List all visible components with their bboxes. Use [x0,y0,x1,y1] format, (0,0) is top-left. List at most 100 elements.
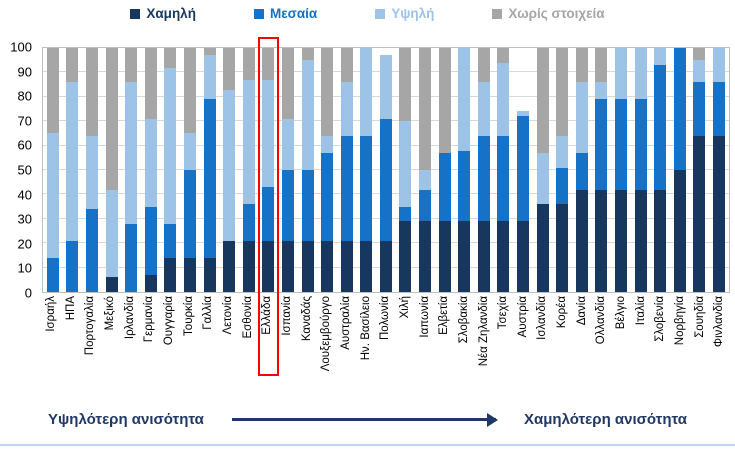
segment-Χωρίς στοιχεία [144,48,157,119]
bar-column-Αυστραλία [337,48,357,292]
stacked-bar [399,48,412,292]
stacked-bar [517,48,530,292]
segment-Υψηλή [575,82,588,153]
x-label-cell: Δανία [573,296,593,400]
x-label-Σλοβενία: Σλοβενία [654,296,667,342]
x-label-Καναδάς: Καναδάς [300,296,313,342]
x-label-Γαλλία: Γαλλία [202,296,215,330]
segment-Χαμηλή [183,257,196,292]
segment-Υψηλή [183,133,196,171]
y-tick-30: 30 [17,211,32,227]
segment-Υψηλή [203,55,216,100]
x-label-Τσεχία: Τσεχία [497,296,510,330]
x-label-Κορέα: Κορέα [556,296,569,329]
segment-Χαμηλή [399,221,412,292]
x-label-cell: Ελλάδα [258,296,278,400]
segment-Υψηλή [85,135,98,210]
x-label-Χιλή: Χιλή [398,296,411,319]
x-label-Λουξεμβούργο: Λουξεμβούργο [320,296,333,372]
segment-Μεσαία [419,189,432,222]
bar-column-Αυστρία [513,48,533,292]
x-label-cell: Νέα Ζηλανδία [474,296,494,400]
plot-area [42,47,730,293]
segment-Υψηλή [517,111,530,117]
bar-column-Γερμανία [141,48,161,292]
bar-column-Σλοβακία [454,48,474,292]
legend-swatch [253,8,264,19]
x-label-cell: Ολλανδία [592,296,612,400]
segment-Χαμηλή [712,135,725,292]
segment-Μεσαία [595,99,608,190]
segment-Χαμηλή [203,257,216,292]
stacked-bar [183,48,196,292]
segment-Χωρίς στοιχεία [223,48,236,90]
segment-Χωρίς στοιχεία [301,48,314,61]
segment-Υψηλή [144,118,157,207]
bar-column-Ολλανδία [592,48,612,292]
segment-Μεσαία [477,135,490,222]
x-label-ΗΠΑ: ΗΠΑ [64,296,77,321]
x-label-Ολλανδία: Ολλανδία [595,296,608,345]
bar-column-Λουξεμβούργο [317,48,337,292]
y-tick-80: 80 [17,88,32,104]
stacked-bar [712,48,725,292]
x-label-cell: Ισπανία [278,296,298,400]
legend-label: Χωρίς στοιχεία [508,6,605,21]
segment-Χωρίς στοιχεία [575,48,588,83]
segment-Μεσαία [712,82,725,136]
legend-label: Χαμηλή [146,6,196,21]
segment-Χωρίς στοιχεία [497,48,510,63]
inequality-annotation: Υψηλότερη ανισότητα Χαμηλότερη ανισότητα [0,411,735,428]
bar-column-Ισλανδία [533,48,553,292]
segment-Χαμηλή [301,240,314,292]
x-label-cell: Μεξικό [101,296,121,400]
segment-Υψηλή [634,48,647,100]
segment-Υψηλή [125,82,138,224]
x-axis-labels: Ισραήλ ΗΠΑ Πορτογαλία Μεξικό Ιρλανδία Γερμανί… [42,296,730,400]
segment-Μεσαία [634,99,647,190]
x-label-Νορβηγία: Νορβηγία [674,296,687,346]
stacked-bar [203,48,216,292]
segment-Υψηλή [164,67,177,224]
segment-Υψηλή [340,82,353,136]
segment-Χωρίς στοιχεία [66,48,79,83]
segment-Χωρίς στοιχεία [164,48,177,68]
stacked-bar [497,48,510,292]
segment-Χαμηλή [419,221,432,292]
bar-column-Δανία [572,48,592,292]
segment-Υψηλή [654,48,667,66]
x-label-Δανία: Δανία [575,296,588,326]
segment-Υψηλή [595,82,608,100]
segment-Χαμηλή [497,221,510,292]
segment-Μεσαία [360,135,373,241]
stacked-bar [477,48,490,292]
segment-Χαμηλή [438,221,451,292]
segment-Υψηλή [419,170,432,190]
segment-Χαμηλή [517,221,530,292]
stacked-bar [556,48,569,292]
x-label-cell: ΗΠΑ [62,296,82,400]
segment-Χωρίς στοιχεία [321,48,334,136]
bars-container [43,48,729,292]
stacked-bar [654,48,667,292]
x-label-Τουρκία: Τουρκία [182,296,195,336]
bar-column-Σλοβενία [650,48,670,292]
segment-Υψηλή [46,133,59,258]
segment-Υψηλή [262,79,275,188]
bar-column-Καναδάς [298,48,318,292]
segment-Υψηλή [379,55,392,119]
segment-Μεσαία [673,48,686,170]
segment-Μεσαία [556,167,569,205]
x-label-cell: Γαλλία [199,296,219,400]
segment-Χωρίς στοιχεία [105,48,118,190]
x-label-cell: Ισραήλ [42,296,62,400]
segment-Χαμηλή [458,221,471,292]
segment-Χωρίς στοιχεία [477,48,490,83]
x-label-Ιρλανδία: Ιρλανδία [123,296,136,340]
bar-column-Λετονία [219,48,239,292]
segment-Χαμηλή [144,274,157,292]
segment-Χαμηλή [262,240,275,292]
x-label-Εσθονία: Εσθονία [241,296,254,339]
x-label-cell: Κορέα [553,296,573,400]
x-label-cell: Ην. Βασίλειο [357,296,377,400]
